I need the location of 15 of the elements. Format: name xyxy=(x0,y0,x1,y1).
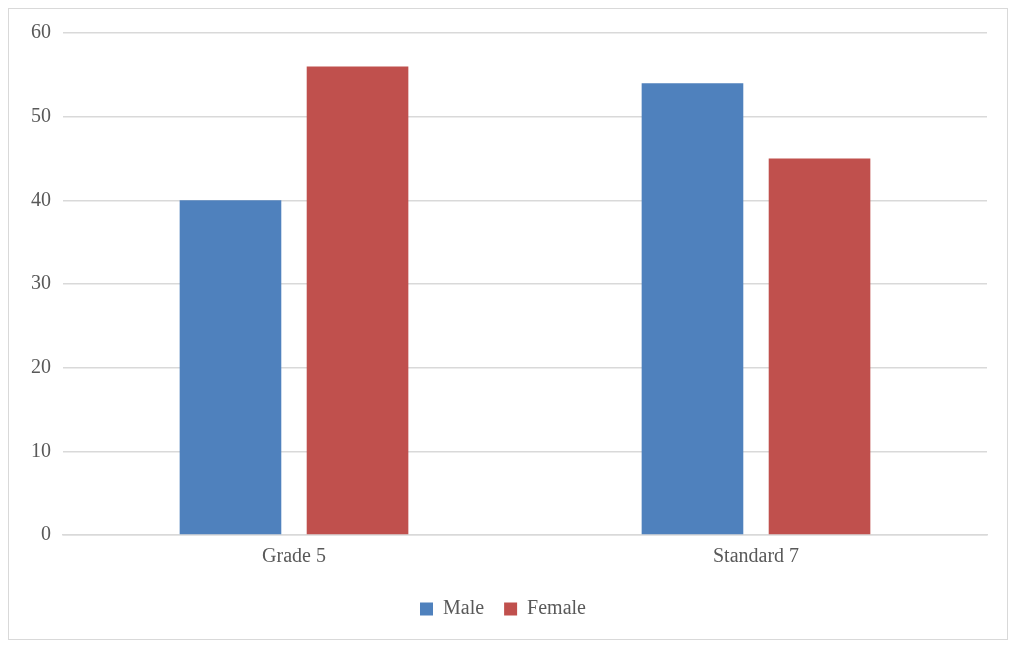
legend-label: Male xyxy=(443,596,485,619)
legend-label: Female xyxy=(527,596,587,619)
y-tick-label: 0 xyxy=(41,522,51,545)
y-tick-label: 20 xyxy=(31,354,51,377)
y-tick-label: 30 xyxy=(31,271,51,294)
bar xyxy=(641,83,744,535)
x-tick-label: Grade 5 xyxy=(262,544,326,567)
y-tick-label: 10 xyxy=(31,438,51,461)
y-tick-label: 60 xyxy=(31,20,51,43)
x-tick-label: Standard 7 xyxy=(712,544,800,567)
y-tick-label: 40 xyxy=(31,187,51,210)
bar xyxy=(179,200,282,535)
bar xyxy=(306,66,409,535)
y-tick-label: 50 xyxy=(31,103,51,126)
bar xyxy=(768,158,871,535)
